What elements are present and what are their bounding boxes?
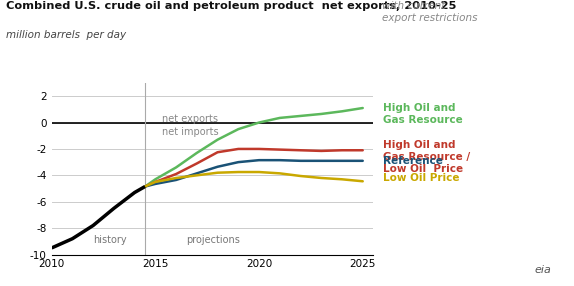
Text: eia: eia — [534, 265, 551, 275]
Text: Combined U.S. crude oil and petroleum product  net exports, 2010-25: Combined U.S. crude oil and petroleum pr… — [6, 1, 456, 11]
Text: net exports: net exports — [161, 114, 218, 124]
Text: Low Oil Price: Low Oil Price — [383, 173, 460, 183]
Text: High Oil and
Gas Resource /
Low Oil  Price: High Oil and Gas Resource / Low Oil Pric… — [383, 140, 471, 174]
Text: million barrels  per day: million barrels per day — [6, 30, 126, 40]
Text: Reference: Reference — [383, 156, 443, 166]
Text: net imports: net imports — [161, 127, 218, 137]
Text: history: history — [93, 235, 126, 245]
Text: High Oil and
Gas Resource: High Oil and Gas Resource — [383, 103, 463, 125]
Text: with current
export restrictions: with current export restrictions — [382, 1, 477, 23]
Text: projections: projections — [187, 235, 241, 245]
